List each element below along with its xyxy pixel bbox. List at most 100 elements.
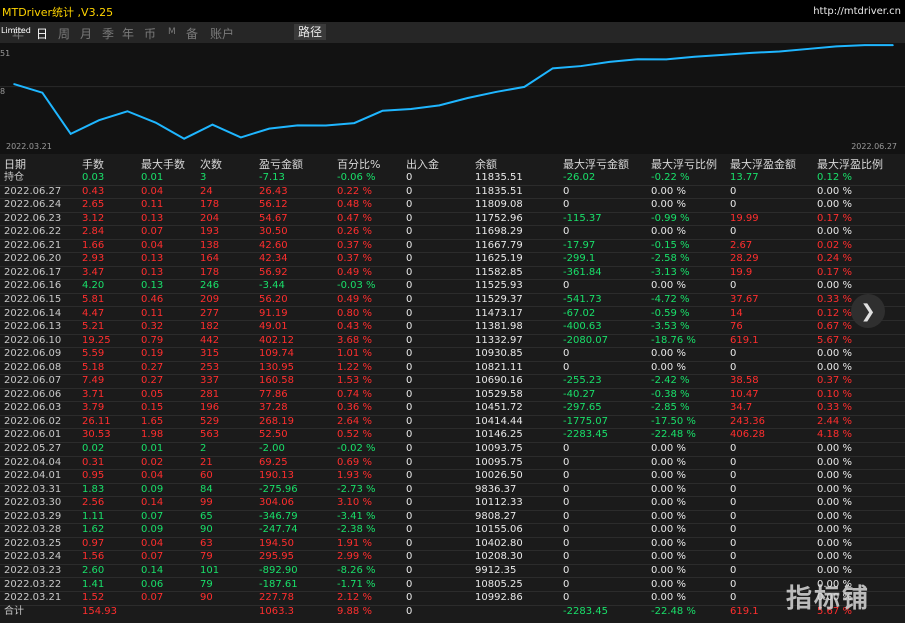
col-header-mfpp[interactable]: 最大浮盈比例 [817,158,883,171]
table-row[interactable]: 2022.06.06 3.71 0.05 281 77.86 0.74 % 0 10529.5… [0,388,905,403]
cell-mfp: 0 [730,551,737,563]
cell-io: 0 [406,253,413,265]
col-header-pct[interactable]: 百分比% [337,158,381,171]
cell-count: 563 [200,429,220,441]
table-row[interactable]: 2022.04.04 0.31 0.02 21 69.25 0.69 % 0 10095.75… [0,456,905,471]
next-page-button[interactable]: ❯ [851,294,885,328]
table-row[interactable]: 2022.06.08 5.18 0.27 253 130.95 1.22 % 0 10821.… [0,361,905,376]
nav-item-1[interactable]: 日 [36,27,49,41]
cell-io: 0 [406,293,413,305]
cell-pnl: 194.50 [259,537,294,549]
cell-maxlots: 0.13 [141,280,164,292]
cell-mfp: 0 [730,578,737,590]
nav-item-5[interactable]: 年 [122,27,135,41]
cell-pnl: 30.50 [259,226,288,238]
nav-item-8[interactable]: 备 [186,27,199,41]
cell-pnl: 52.50 [259,429,288,441]
cell-date: 2022.06.06 [4,388,62,400]
cell-maxlots: 0.27 [141,361,164,373]
table-row[interactable]: 2022.06.16 4.20 0.13 246 -3.44 -0.03 % 0 11525.… [0,279,905,294]
cell-lots: 0.02 [82,443,105,454]
nav-item-3[interactable]: 月 [80,27,93,41]
col-header-mfl[interactable]: 最大浮亏金额 [563,158,629,171]
table-row[interactable]: 2022.03.31 1.83 0.09 84 -275.96 -2.73 % 0 9836.… [0,483,905,498]
table-row[interactable]: 2022.06.09 5.59 0.19 315 109.74 1.01 % 0 10930.… [0,347,905,362]
table-row[interactable]: 2022.06.23 3.12 0.13 204 54.67 0.47 % 0 11752.9… [0,212,905,227]
cell-mfl: 0 [563,361,570,373]
cell-date: 2022.06.08 [4,361,62,373]
col-header-io[interactable]: 出入金 [406,158,439,171]
cell-bal: 11529.37 [475,293,523,305]
cell-lots: 1.83 [82,483,105,495]
cell-date: 2022.03.31 [4,483,62,495]
table-row[interactable]: 2022.06.13 5.21 0.32 182 49.01 0.43 % 0 11381.9… [0,320,905,335]
table-row[interactable]: 2022.06.03 3.79 0.15 196 37.28 0.36 % 0 10451.7… [0,401,905,416]
nav-item-7[interactable]: M [168,27,176,37]
col-header-bal[interactable]: 余额 [475,158,497,171]
col-header-pnl[interactable]: 盈亏金额 [259,158,303,171]
table-row[interactable]: 2022.03.23 2.60 0.14 101 -892.90 -8.26 % 0 9912… [0,564,905,579]
table-row[interactable]: 2022.04.01 0.95 0.04 60 190.13 1.93 % 0 10026.5… [0,469,905,484]
cell-pct: 0.26 % [337,226,372,238]
table-row[interactable]: 2022.03.30 2.56 0.14 99 304.06 3.10 % 0 10112.3… [0,496,905,511]
table-row[interactable]: 2022.06.07 7.49 0.27 337 160.58 1.53 % 0 10690.… [0,374,905,389]
cell-mflp: 0.00 % [651,185,686,197]
nav-path-tab[interactable]: 路径 [294,24,327,40]
col-header-count[interactable]: 次数 [200,158,222,171]
cell-mfpp: 0.00 % [817,592,852,604]
cell-mflp: 0.00 % [651,524,686,536]
table-row[interactable]: 2022.03.24 1.56 0.07 79 295.95 2.99 % 0 10208.3… [0,550,905,565]
table-row[interactable]: 2022.06.15 5.81 0.46 209 56.20 0.49 % 0 11529.3… [0,293,905,308]
table-row[interactable]: 2022.03.25 0.97 0.04 63 194.50 1.91 % 0 10402.8… [0,537,905,552]
table-row[interactable]: 2022.06.10 19.25 0.79 442 402.12 3.68 % 0 11332… [0,334,905,349]
nav-item-9[interactable]: 账户 [210,27,235,41]
table-row[interactable]: 2022.06.20 2.93 0.13 164 42.34 0.37 % 0 11625.1… [0,252,905,267]
cell-date: 2022.06.14 [4,307,62,319]
table-total-row[interactable]: 合计 154.93 1063.3 9.88 % 0 -2283.45 -22.48 % 619… [0,605,905,619]
table-row[interactable]: 2022.05.27 0.02 0.01 2 -2.00 -0.02 % 0 10093.75… [0,442,905,457]
nav-item-4[interactable]: 季 [102,27,115,41]
nav-item-6[interactable]: 币 [144,27,157,41]
table-row[interactable]: 2022.03.22 1.41 0.06 79 -187.61 -1.71 % 0 10805… [0,578,905,592]
cell-lots: 1.62 [82,524,105,536]
cell-mfl: -26.02 [563,172,596,183]
col-header-mflp[interactable]: 最大浮亏比例 [651,158,717,171]
cell-date: 2022.03.21 [4,592,62,604]
cell-maxlots: 0.14 [141,497,164,509]
col-header-date[interactable]: 日期 [4,158,26,171]
cell-mflp: -0.22 % [651,172,690,183]
cell-mflp: -2.42 % [651,375,690,387]
col-header-maxlots[interactable]: 最大手数 [141,158,185,171]
table-row[interactable]: 2022.06.02 26.11 1.65 529 268.19 2.64 % 0 10414… [0,415,905,430]
cell-pnl: 304.06 [259,497,294,509]
equity-point-2 [69,133,72,135]
table-row[interactable]: 2022.06.24 2.65 0.11 178 56.12 0.48 % 0 11809.0… [0,198,905,213]
cell-bal: 11625.19 [475,253,523,265]
cell-lots: 2.93 [82,253,105,265]
table-row[interactable]: 2022.03.28 1.62 0.09 90 -247.74 -2.38 % 0 10155… [0,523,905,538]
cell-pnl: -892.90 [259,564,298,576]
nav-item-2[interactable]: 周 [58,27,71,41]
col-header-mfp[interactable]: 最大浮盈金额 [730,158,796,171]
table-row[interactable]: 2022.06.17 3.47 0.13 178 56.92 0.49 % 0 11582.8… [0,266,905,281]
cell-mfp: 14 [730,307,743,319]
table-row[interactable]: 2022.06.14 4.47 0.11 277 91.19 0.80 % 0 11473.1… [0,307,905,321]
table-row[interactable]: 2022.03.29 1.11 0.07 65 -346.79 -3.41 % 0 9808.… [0,510,905,525]
cell-pnl: -275.96 [259,483,298,495]
table-row[interactable]: 2022.06.22 2.84 0.07 193 30.50 0.26 % 0 11698.2… [0,225,905,240]
cell-maxlots: 1.65 [141,415,164,427]
app-url-link[interactable]: http://mtdriver.cn [813,6,901,17]
table-row[interactable]: 持仓 0.03 0.01 3 -7.13 -0.06 % 0 11835.51 -26.02 -0… [0,171,905,186]
table-row[interactable]: 2022.06.27 0.43 0.04 24 26.43 0.22 % 0 11835.51… [0,185,905,200]
equity-point-13 [381,109,384,112]
table-row[interactable]: 2022.06.01 30.53 1.98 563 52.50 0.52 % 0 10146.… [0,428,905,443]
nav-item-0[interactable]: 年 [12,27,25,41]
col-header-lots[interactable]: 手数 [82,158,104,171]
cell-lots: 1.66 [82,239,105,251]
cell-io: 0 [406,551,413,563]
table-row[interactable]: 2022.03.21 1.52 0.07 90 227.78 2.12 % 0 10992.8… [0,591,905,606]
cell-pnl: 42.34 [259,253,288,265]
table-row[interactable]: 2022.06.21 1.66 0.04 138 42.60 0.37 % 0 11667.7… [0,239,905,254]
cell-maxlots: 0.05 [141,388,164,400]
equity-point-31 [892,44,894,46]
